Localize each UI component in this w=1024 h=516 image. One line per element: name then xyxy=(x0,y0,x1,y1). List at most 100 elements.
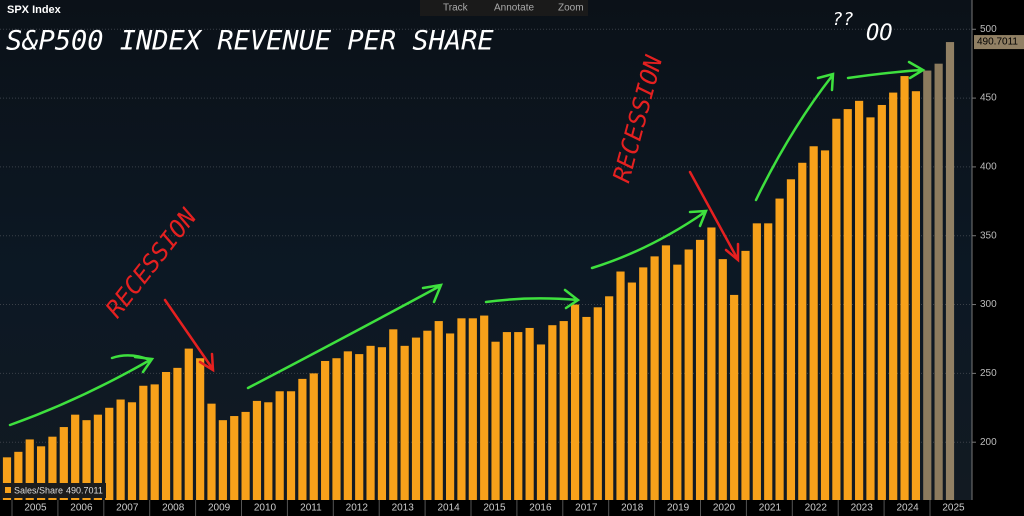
arrow xyxy=(754,72,835,202)
toolbar xyxy=(420,0,588,16)
x-tick-label: 2023 xyxy=(851,503,874,514)
bar xyxy=(502,332,511,500)
bar xyxy=(241,411,250,500)
bar xyxy=(514,332,523,500)
y-tick-label: 350 xyxy=(980,230,997,241)
legend-value: 490.7011 xyxy=(66,485,103,495)
bar xyxy=(377,347,387,500)
bar xyxy=(593,307,602,500)
bar xyxy=(673,264,682,500)
annotation: OO xyxy=(866,21,893,46)
bar xyxy=(105,407,114,500)
legend-swatch xyxy=(5,487,11,493)
bar xyxy=(139,385,148,500)
ticker: SPX Index xyxy=(7,4,62,16)
x-tick-label: 2008 xyxy=(162,503,185,514)
y-tick-label: 400 xyxy=(980,162,997,173)
bar xyxy=(695,239,705,500)
x-tick-label: 2007 xyxy=(116,503,139,514)
bar xyxy=(468,318,477,500)
x-axis-background xyxy=(0,500,972,516)
bar xyxy=(184,348,193,500)
bar xyxy=(752,223,761,500)
bar xyxy=(548,325,557,500)
arrow xyxy=(110,354,152,362)
bar xyxy=(298,378,307,500)
annotation: ?? xyxy=(832,9,854,30)
bar xyxy=(491,341,500,500)
bar xyxy=(332,358,341,500)
chart-title: S&P500 INDEX REVENUE PER SHARE xyxy=(6,26,494,57)
bar xyxy=(309,373,318,500)
tool-button[interactable]: Track xyxy=(443,3,469,14)
legend: Sales/Share 490.7011 xyxy=(2,483,106,498)
y-tick-label: 200 xyxy=(980,437,997,448)
bar xyxy=(423,330,432,500)
bar xyxy=(218,420,227,500)
tool-button[interactable]: Zoom xyxy=(558,3,584,14)
bar xyxy=(684,249,693,500)
x-tick-label: 2005 xyxy=(24,503,47,514)
y-tick-label: 500 xyxy=(980,24,997,35)
bar xyxy=(889,92,898,501)
x-tick-label: 2024 xyxy=(896,503,919,514)
bar xyxy=(230,416,239,500)
axis-background xyxy=(972,0,1024,516)
bar xyxy=(355,354,364,500)
bar xyxy=(832,118,841,500)
bar xyxy=(741,250,750,500)
bar xyxy=(945,42,955,500)
bar xyxy=(843,109,852,500)
bar xyxy=(196,358,205,500)
legend-box xyxy=(2,483,106,498)
bar xyxy=(923,70,932,500)
bar xyxy=(2,457,12,500)
bar xyxy=(82,420,91,500)
bar xyxy=(480,315,489,500)
bar xyxy=(900,76,909,500)
bar xyxy=(366,345,375,500)
bar xyxy=(116,399,125,500)
bar xyxy=(127,402,137,500)
bar xyxy=(661,245,671,500)
y-tick-label: 300 xyxy=(980,299,997,310)
bar xyxy=(321,360,330,500)
bar xyxy=(775,198,784,500)
bar xyxy=(582,316,591,500)
bar xyxy=(536,344,546,500)
bar xyxy=(275,391,284,500)
bar xyxy=(718,259,727,500)
bar xyxy=(207,403,216,500)
x-tick-label: 2025 xyxy=(942,503,965,514)
tool-button[interactable]: Annotate xyxy=(494,3,534,14)
bars xyxy=(0,28,972,501)
bar xyxy=(809,146,818,500)
x-tick-label: 2020 xyxy=(713,503,736,514)
bar xyxy=(707,227,716,500)
bar xyxy=(559,321,568,500)
y-tick-label: 250 xyxy=(980,368,997,379)
arrow xyxy=(846,60,926,80)
bar xyxy=(627,282,636,500)
bar xyxy=(150,384,159,500)
x-tick-label: 2013 xyxy=(392,503,415,514)
bar xyxy=(173,367,182,500)
bar xyxy=(639,267,648,500)
x-tick-label: 2018 xyxy=(621,503,644,514)
arrow xyxy=(163,298,215,373)
bar xyxy=(855,100,864,500)
x-tick-label: 2015 xyxy=(483,503,506,514)
x-tick-label: 2014 xyxy=(437,503,460,514)
bar xyxy=(434,321,443,500)
bar xyxy=(14,451,23,500)
bar xyxy=(93,414,102,500)
x-tick-label: 2017 xyxy=(575,503,598,514)
x-tick-label: 2022 xyxy=(805,503,828,514)
bar xyxy=(71,414,80,500)
y-tick-label: 450 xyxy=(980,93,997,104)
x-tick-label: 2010 xyxy=(254,503,277,514)
bar xyxy=(48,436,57,500)
bar xyxy=(446,333,455,500)
bar xyxy=(877,104,886,500)
